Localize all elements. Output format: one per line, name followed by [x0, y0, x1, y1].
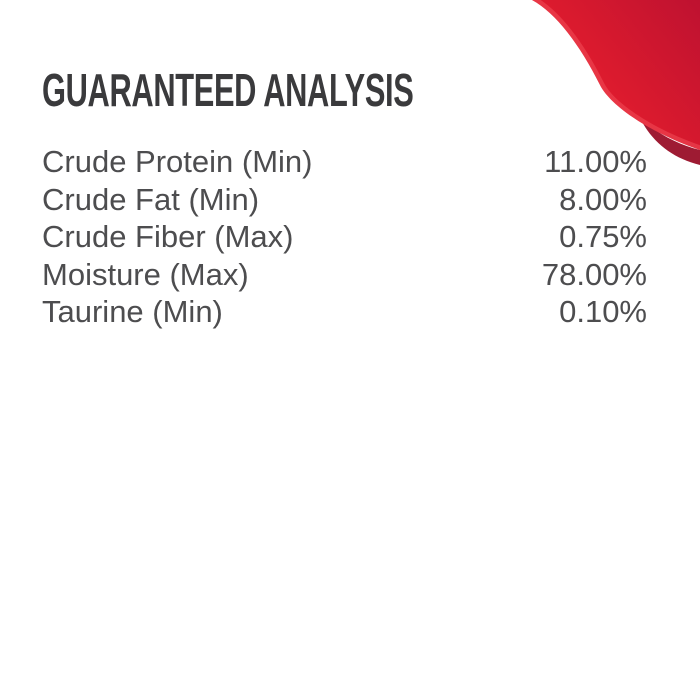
analysis-table: Crude Protein (Min) 11.00% Crude Fat (Mi…	[42, 143, 647, 331]
nutrient-value: 11.00%	[544, 144, 647, 179]
nutrient-value: 0.75%	[559, 219, 647, 255]
nutrient-label: Moisture (Max)	[42, 256, 249, 292]
swoosh-main-layer	[532, 0, 700, 150]
swoosh-shadow-layer	[640, 118, 700, 165]
page-title: GUARANTEED ANALYSIS	[42, 64, 414, 116]
swoosh-edge-highlight	[532, 0, 700, 150]
table-row: Taurine (Min) 0.10%	[42, 293, 647, 331]
table-row: Crude Protein (Min) 11.00%	[42, 143, 647, 181]
table-row: Moisture (Max) 78.00%	[42, 256, 647, 294]
nutrient-value: 78.00%	[541, 256, 647, 292]
table-row: Crude Fat (Min) 8.00%	[42, 181, 647, 219]
nutrient-label: Crude Protein (Min)	[42, 144, 313, 179]
nutrient-label: Crude Fat (Min)	[42, 181, 260, 217]
nutrient-label: Taurine (Min)	[42, 294, 223, 330]
nutrient-label: Crude Fiber (Max)	[42, 219, 294, 255]
nutrient-value: 8.00%	[559, 181, 647, 217]
nutrient-value: 0.10%	[559, 294, 647, 330]
table-row: Crude Fiber (Max) 0.75%	[42, 218, 647, 256]
